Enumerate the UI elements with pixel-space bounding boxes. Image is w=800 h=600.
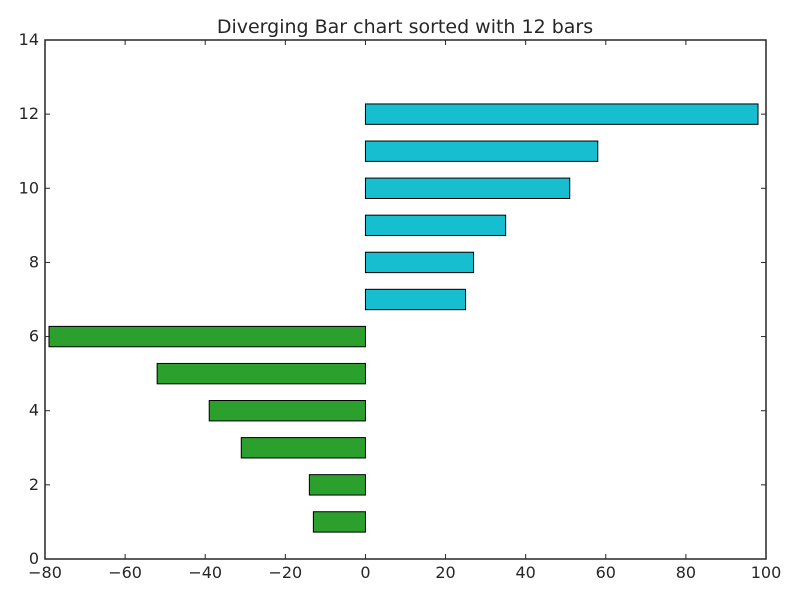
x-tick-label: 80 — [676, 563, 696, 582]
bar-2 — [308, 474, 366, 496]
x-tick-label: −60 — [108, 563, 142, 582]
x-tick-label: 0 — [360, 563, 370, 582]
x-tick-label: 60 — [596, 563, 616, 582]
y-tick-label: 10 — [19, 178, 39, 197]
bar-1 — [312, 511, 366, 533]
x-axis-ticks: −80 −60 −40 −20 0 20 40 60 80 100 — [28, 40, 781, 582]
bar-12 — [364, 103, 759, 125]
bar-4 — [208, 400, 366, 422]
x-tick-label: 20 — [435, 563, 455, 582]
bar-7 — [364, 288, 467, 311]
bar-9 — [364, 214, 507, 237]
chart-title: Diverging Bar chart sorted with 12 bars — [217, 16, 593, 38]
bar-8 — [364, 251, 475, 274]
x-tick-label: −20 — [268, 563, 302, 582]
x-tick-label: 40 — [515, 563, 535, 582]
y-tick-label: 0 — [29, 549, 39, 568]
bar-group — [48, 103, 759, 533]
bar-6 — [48, 325, 366, 348]
y-tick-label: 4 — [29, 401, 39, 420]
y-tick-label: 2 — [29, 475, 39, 494]
bar-11 — [364, 140, 599, 162]
x-tick-label: 100 — [751, 563, 782, 582]
bar-3 — [240, 437, 366, 459]
bar-10 — [364, 177, 571, 199]
y-tick-label: 14 — [19, 30, 39, 49]
y-tick-label: 12 — [19, 104, 39, 123]
plot-frame — [44, 39, 767, 560]
bar-5 — [156, 362, 366, 385]
y-tick-label: 8 — [29, 252, 39, 271]
x-tick-label: −80 — [28, 563, 62, 582]
x-tick-label: −40 — [188, 563, 222, 582]
y-tick-label: 6 — [29, 327, 39, 346]
